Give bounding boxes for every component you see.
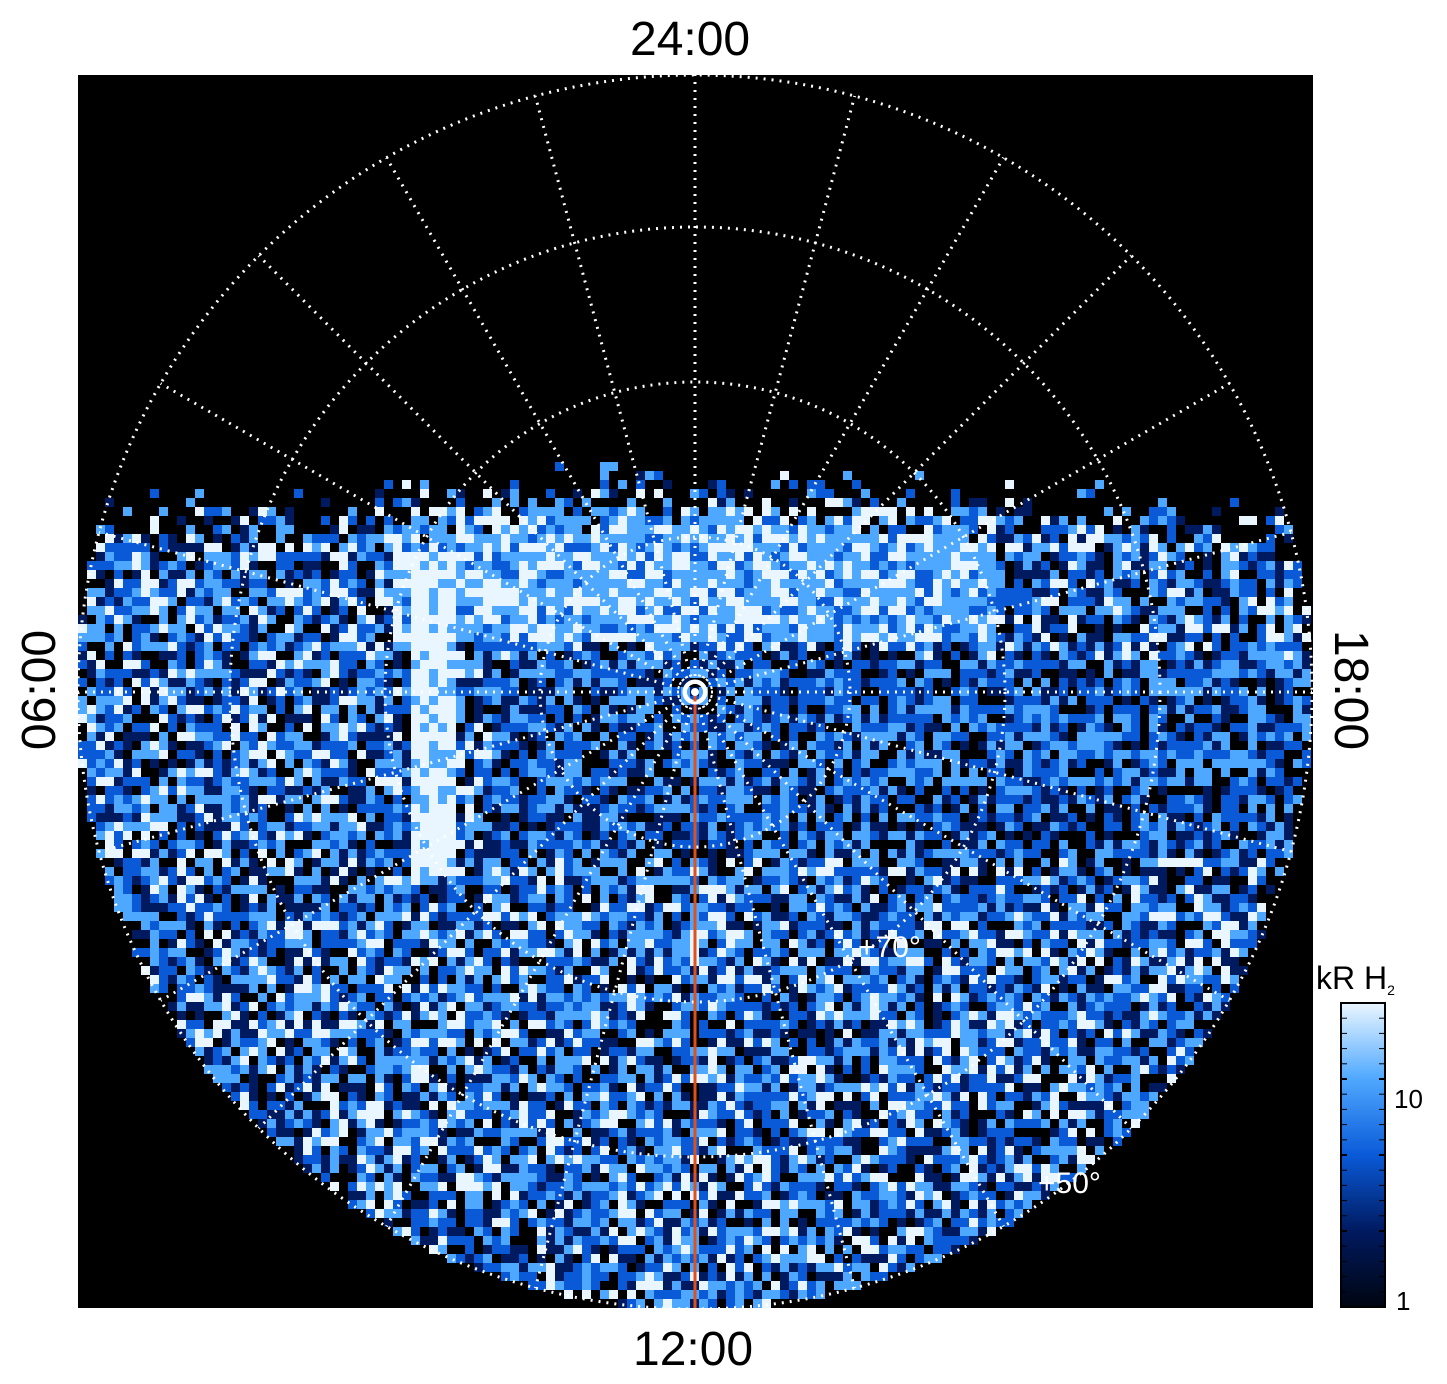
local-time-label-18: 18:00: [1324, 629, 1377, 751]
lat-lon-grid: [78, 75, 1313, 1308]
local-time-label-06: 06:00: [13, 629, 66, 751]
colorbar: [1340, 1002, 1386, 1308]
latitude-label-50: +50°: [1038, 1167, 1101, 1200]
local-time-label-12: 12:00: [633, 1323, 754, 1376]
colorbar-tick-10: 10: [1394, 1084, 1423, 1114]
aurora-emission-layer: [78, 462, 1311, 1308]
polar-projection-svg: +70° +50°: [78, 75, 1313, 1308]
colorbar-minor-ticks: [1341, 1017, 1385, 1293]
colorbar-title: kR H2: [1316, 960, 1395, 998]
colorbar-svg: [1340, 1002, 1386, 1308]
colorbar-title-subscript: 2: [1387, 982, 1395, 998]
latitude-label-70: +70°: [858, 931, 921, 964]
colorbar-tick-1: 1: [1396, 1286, 1411, 1316]
pole-marker-inner: [691, 688, 699, 696]
polar-aurora-map: +70° +50°: [78, 75, 1313, 1308]
latitude-circle-0: [538, 535, 852, 849]
pole-marker-outer: [682, 679, 708, 705]
latitude-circle-1: [383, 380, 1007, 1004]
colorbar-gradient: [1340, 1002, 1386, 1308]
local-time-label-24: 24:00: [630, 13, 751, 66]
